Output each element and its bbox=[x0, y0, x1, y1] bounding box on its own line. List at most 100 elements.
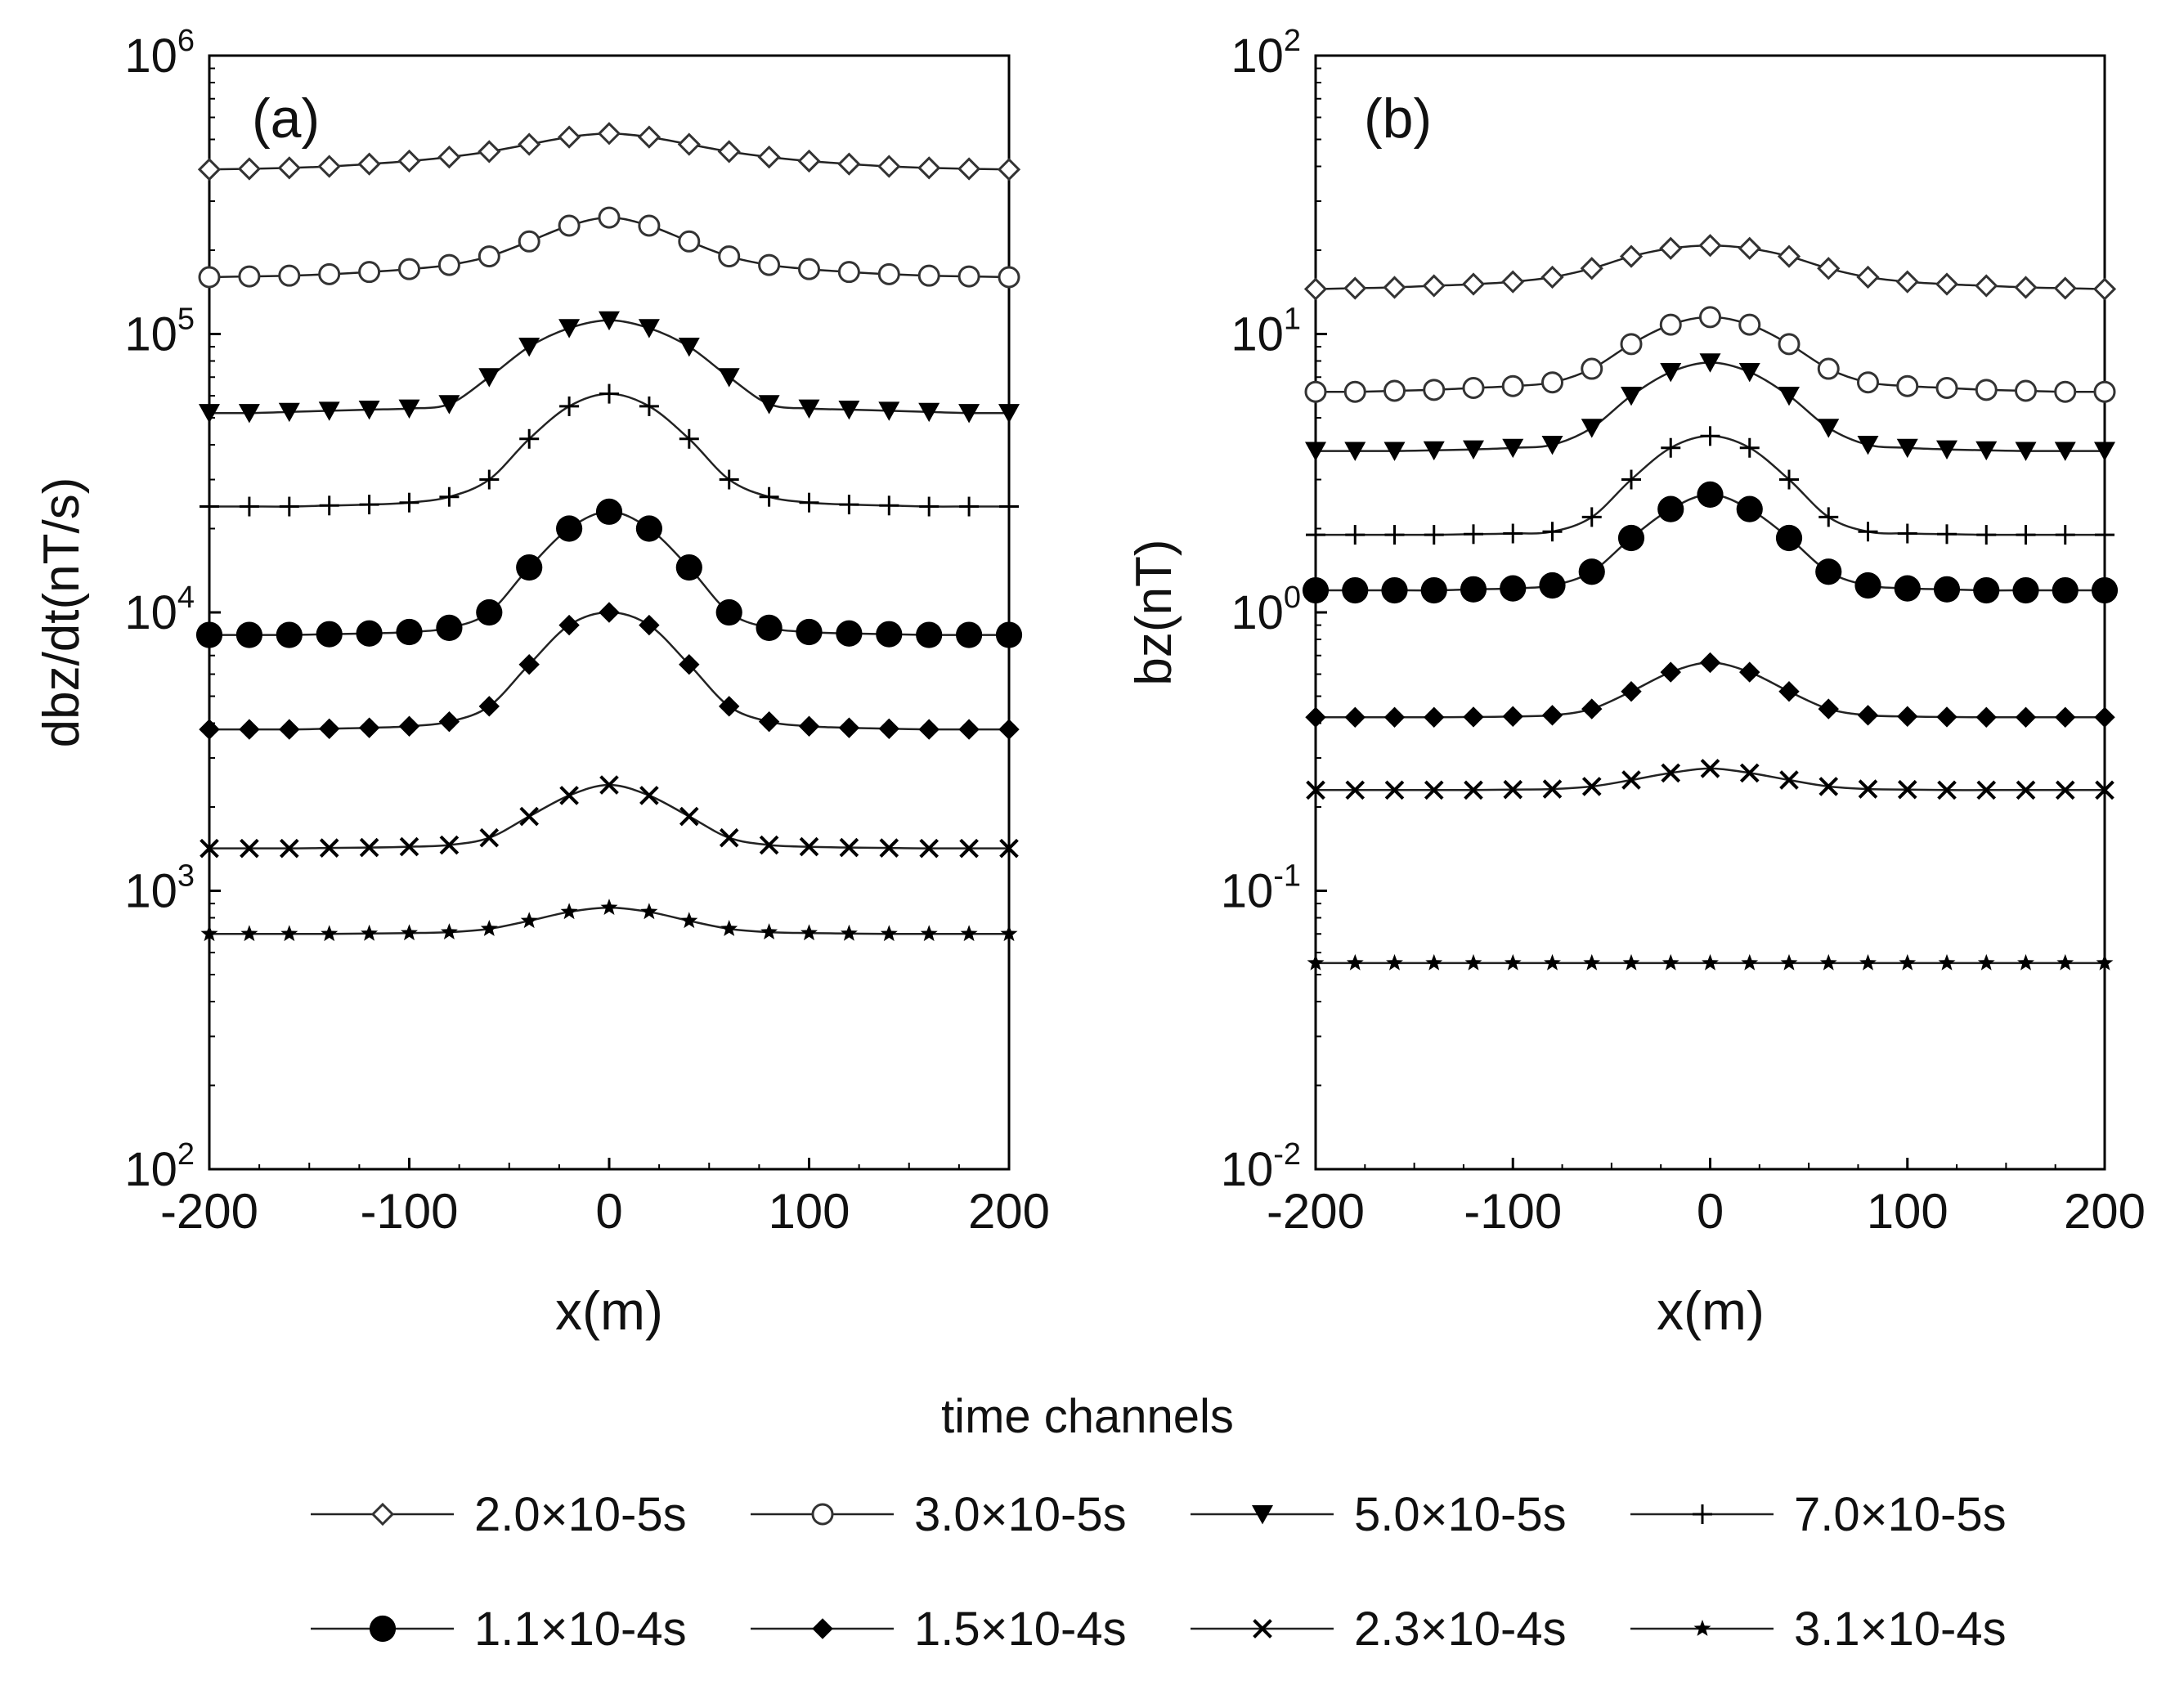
panel-a-data-point bbox=[358, 261, 381, 284]
panel-b-data-point bbox=[1423, 379, 1446, 401]
panel-a-data-point bbox=[956, 621, 983, 648]
panel-b-data-point bbox=[1819, 953, 1837, 971]
panel-b-data-point bbox=[1857, 435, 1879, 455]
panel-b-data-point bbox=[1661, 763, 1681, 783]
panel-b-data-point bbox=[1462, 376, 1485, 399]
panel-a-data-point bbox=[960, 925, 978, 942]
panel-a-data-point bbox=[880, 925, 898, 942]
legend-marker bbox=[1252, 1504, 1273, 1525]
panel-b-data-point bbox=[1975, 379, 1998, 401]
panel-a-data-point bbox=[398, 399, 420, 419]
legend-entry: 3.0×10-5s bbox=[751, 1488, 1127, 1541]
panel-a-data-point bbox=[599, 311, 620, 331]
panel-b-data-point bbox=[1617, 524, 1645, 552]
panel-b-data-point bbox=[1778, 680, 1800, 702]
panel-b-data-point bbox=[1464, 953, 1482, 971]
legend-label: 1.1×10-4s bbox=[474, 1603, 687, 1656]
panel-b-data-point bbox=[1464, 780, 1483, 800]
panel-a-data-point bbox=[238, 404, 260, 424]
panel-a-data-point bbox=[878, 718, 900, 740]
panel-b-data-point bbox=[1539, 572, 1566, 599]
panel-a-data-point bbox=[958, 719, 980, 740]
panel-a-data-point bbox=[837, 152, 861, 176]
panel-a-series-5 bbox=[199, 602, 1020, 740]
panel-a-data-point bbox=[759, 835, 779, 855]
panel-b-data-point bbox=[1343, 276, 1367, 300]
panel-b-series-6 bbox=[1306, 759, 2114, 800]
panel-a-data-point bbox=[599, 775, 619, 795]
panel-b-series-7 bbox=[1307, 953, 2114, 971]
panel-a-data-point bbox=[439, 486, 460, 507]
panel-a-data-point bbox=[238, 265, 261, 288]
panel-b-data-point bbox=[1384, 780, 1405, 800]
panel-a-series-7 bbox=[200, 899, 1018, 942]
panel-a-data-point bbox=[396, 618, 423, 646]
panel-a-data-point bbox=[358, 717, 380, 738]
panel-b-data-point bbox=[1660, 661, 1681, 683]
legend-marker bbox=[1253, 1619, 1272, 1639]
panel-b-series-0 bbox=[1303, 234, 2117, 301]
panel-a-data-point bbox=[440, 923, 458, 939]
panel-b-data-point bbox=[1303, 277, 1328, 301]
legend-label: 7.0×10-5s bbox=[1794, 1488, 2007, 1541]
panel-a-ytick-label: 105 bbox=[124, 303, 195, 361]
panel-b-data-point bbox=[1384, 525, 1405, 545]
panel-b-data-point bbox=[1775, 524, 1803, 552]
panel-a-data-point bbox=[798, 715, 820, 737]
legend-entry: 2.0×10-5s bbox=[311, 1488, 687, 1541]
panel-b-data-point bbox=[1501, 270, 1525, 294]
panel-a-data-point bbox=[638, 319, 660, 338]
panel-b-data-point bbox=[1738, 236, 1761, 260]
panel-a-ytick-base: 10 bbox=[124, 1143, 177, 1196]
panel-a-data-point bbox=[439, 835, 460, 855]
panel-a-data-point bbox=[478, 245, 500, 268]
panel-a-data-point bbox=[958, 404, 980, 424]
panel-b-data-point bbox=[1778, 386, 1800, 406]
panel-a-data-point bbox=[879, 495, 899, 516]
panel-b-data-point bbox=[2054, 442, 2076, 461]
panel-b-data-point bbox=[2055, 525, 2075, 545]
panel-a-data-point bbox=[679, 806, 699, 827]
panel-a-data-point bbox=[876, 621, 903, 648]
panel-b-data-point bbox=[1540, 265, 1564, 289]
panel-b-data-point bbox=[1899, 953, 1917, 971]
legend-label: 2.0×10-5s bbox=[474, 1488, 687, 1541]
panel-b-ytick-base: 10 bbox=[1221, 1143, 1274, 1196]
panel-b-data-point bbox=[1938, 953, 1956, 971]
panel-a-data-point bbox=[200, 838, 219, 858]
panel-b-data-point bbox=[1817, 357, 1840, 380]
panel-b-data-point bbox=[1500, 575, 1527, 602]
panel-b-data-point bbox=[1935, 272, 1959, 296]
panel-b-xtick-label: 100 bbox=[1867, 1184, 1949, 1239]
panel-b-data-point bbox=[1425, 953, 1443, 971]
legend-items: 2.0×10-5s 3.0×10-5s 5.0×10-5s 7.0×10-5s 1.1×… bbox=[311, 1488, 2007, 1656]
panel-a-x-ticks: -200 -100 0 100 200 bbox=[160, 1158, 1050, 1239]
panel-a-data-point bbox=[680, 912, 698, 929]
legend-label: 3.0×10-5s bbox=[914, 1488, 1127, 1541]
panel-a-data-point bbox=[401, 924, 418, 941]
panel-b-data-point bbox=[1936, 706, 1958, 728]
panel-b-data-point bbox=[2093, 380, 2116, 403]
panel-b-data-point bbox=[1544, 953, 1561, 971]
panel-a-data-point bbox=[518, 338, 540, 357]
panel-b-data-point bbox=[2015, 379, 2037, 402]
panel-a-data-point bbox=[479, 827, 500, 848]
panel-b-data-point bbox=[1738, 362, 1760, 383]
panel-b-series bbox=[1302, 234, 2119, 971]
panel-b-data-point bbox=[1976, 525, 1997, 545]
panel-b-data-point bbox=[1738, 313, 1761, 336]
panel-a-data-point bbox=[278, 264, 301, 287]
panel-a-data-point bbox=[998, 266, 1020, 289]
panel-a-data-point bbox=[358, 400, 380, 420]
panel-a-data-point bbox=[200, 496, 219, 517]
panel-b-data-point bbox=[1342, 576, 1369, 604]
panel-a-data-point bbox=[715, 598, 742, 626]
legend-entry: 5.0×10-5s bbox=[1191, 1488, 1567, 1541]
panel-a-data-point bbox=[919, 496, 940, 517]
panel-a-data-point bbox=[719, 469, 739, 490]
panel-a-data-point bbox=[600, 899, 618, 915]
panel-a-data-point bbox=[877, 155, 901, 178]
panel-a-data-point bbox=[399, 836, 419, 857]
